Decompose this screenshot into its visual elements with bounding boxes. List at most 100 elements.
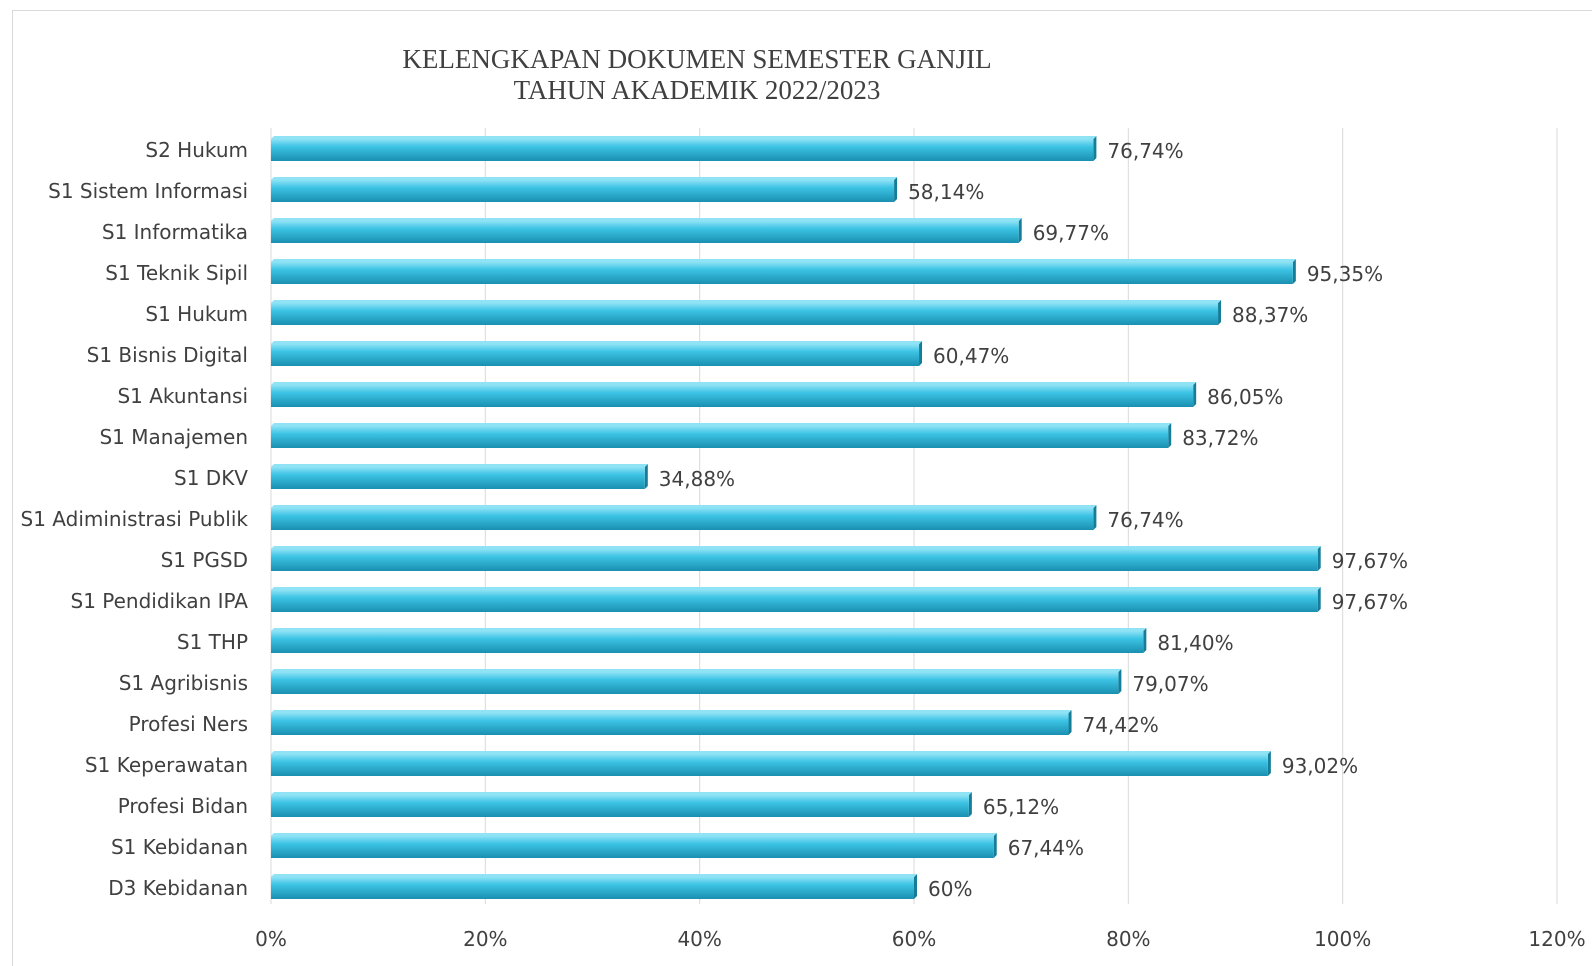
category-label: S1 Teknik Sipil [105, 261, 248, 285]
bar-end-face [1168, 423, 1172, 448]
category-label: S1 Adiministrasi Publik [21, 507, 249, 531]
category-label: S1 THP [177, 630, 248, 654]
data-label: 97,67% [1332, 549, 1408, 573]
x-tick-label: 60% [892, 927, 936, 951]
bar-end-face [1118, 669, 1122, 694]
data-label: 34,88% [659, 467, 735, 491]
bar-top-face [271, 833, 997, 836]
bar [271, 508, 1094, 530]
bar [271, 672, 1119, 694]
category-label: S1 Sistem Informasi [48, 179, 248, 203]
bar [271, 467, 645, 489]
chart-title: KELENGKAPAN DOKUMEN SEMESTER GANJIL TAHU… [297, 44, 1097, 106]
category-label: Profesi Ners [129, 712, 248, 736]
bar-top-face [271, 874, 917, 877]
x-tick-label: 80% [1106, 927, 1150, 951]
data-label: 97,67% [1332, 590, 1408, 614]
category-label: S1 Akuntansi [117, 384, 248, 408]
x-tick-label: 40% [677, 927, 721, 951]
labels: 0% 20% 40% 60% 80% 100% 120% S2 Hukum 76,74% S1 S… [21, 138, 1586, 951]
bar-top-face [271, 300, 1222, 303]
data-label: 67,44% [1008, 836, 1084, 860]
bar-top-face [271, 218, 1022, 221]
bar-top-face [271, 259, 1296, 262]
bar-top-face [271, 423, 1172, 426]
category-label: D3 Kebidanan [108, 876, 248, 900]
bars [271, 136, 1321, 899]
category-label: S1 Keperawatan [85, 753, 248, 777]
bar-end-face [1093, 136, 1097, 161]
category-label: S1 Informatika [102, 220, 248, 244]
bar-end-face [1193, 382, 1197, 407]
category-label: S1 Agribisnis [119, 671, 248, 695]
data-label: 60,47% [933, 344, 1009, 368]
chart-frame [12, 10, 1592, 966]
bar [271, 754, 1268, 776]
bar-top-face [271, 710, 1072, 713]
bar [271, 303, 1219, 325]
bar-end-face [1093, 505, 1097, 530]
bar-top-face [271, 792, 972, 795]
bar-end-face [1317, 587, 1321, 612]
bar [271, 795, 969, 817]
bar-end-face [1317, 546, 1321, 571]
category-label: S1 PGSD [161, 548, 248, 572]
bar-top-face [271, 177, 898, 180]
bar [271, 549, 1318, 571]
chart-title-line-2: TAHUN AKADEMIK 2022/2023 [513, 75, 881, 105]
data-label: 76,74% [1107, 139, 1183, 163]
bar [271, 180, 895, 202]
bar [271, 385, 1194, 407]
bar-end-face [919, 341, 923, 366]
bar [271, 426, 1169, 448]
bar [271, 877, 914, 899]
data-label: 74,42% [1083, 713, 1159, 737]
bar [271, 344, 920, 366]
category-label: S1 Pendidikan IPA [71, 589, 249, 613]
data-label: 88,37% [1232, 303, 1308, 327]
data-label: 79,07% [1132, 672, 1208, 696]
bar-top-face [271, 341, 923, 344]
bar [271, 262, 1293, 284]
data-label: 95,35% [1307, 262, 1383, 286]
bar-end-face [644, 464, 648, 489]
x-tick-label: 20% [463, 927, 507, 951]
data-label: 83,72% [1182, 426, 1258, 450]
bar-end-face [993, 833, 997, 858]
bar-top-face [271, 136, 1097, 139]
bar-top-face [271, 382, 1197, 385]
data-label: 58,14% [908, 180, 984, 204]
category-label: S1 Manajemen [99, 425, 248, 449]
bar-end-face [968, 792, 972, 817]
x-tick-label: 100% [1314, 927, 1371, 951]
bar [271, 631, 1144, 653]
bar-top-face [271, 751, 1271, 754]
bar [271, 139, 1094, 161]
bar-end-face [1292, 259, 1296, 284]
bar-end-face [1018, 218, 1022, 243]
bar-top-face [271, 669, 1122, 672]
data-label: 86,05% [1207, 385, 1283, 409]
data-label: 60% [928, 877, 972, 901]
bar-end-face [1218, 300, 1222, 325]
bar-top-face [271, 546, 1321, 549]
chart-title-line-1: KELENGKAPAN DOKUMEN SEMESTER GANJIL [402, 44, 992, 74]
bar-end-face [1143, 628, 1147, 653]
category-label: S1 DKV [174, 466, 248, 490]
data-label: 81,40% [1157, 631, 1233, 655]
bar-end-face [1068, 710, 1072, 735]
bar [271, 221, 1019, 243]
data-label: 65,12% [983, 795, 1059, 819]
bar-top-face [271, 464, 648, 467]
category-label: S1 Kebidanan [111, 835, 248, 859]
category-label: S2 Hukum [145, 138, 248, 162]
data-label: 76,74% [1107, 508, 1183, 532]
category-label: S1 Bisnis Digital [87, 343, 248, 367]
bar-top-face [271, 505, 1097, 508]
x-tick-label: 120% [1528, 927, 1585, 951]
data-label: 69,77% [1033, 221, 1109, 245]
bar-top-face [271, 587, 1321, 590]
bar-top-face [271, 628, 1147, 631]
data-label: 93,02% [1282, 754, 1358, 778]
